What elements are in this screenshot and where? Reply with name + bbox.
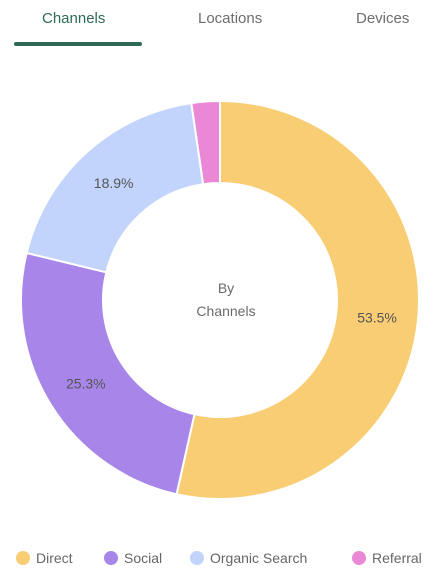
active-tab-indicator [14, 42, 142, 46]
donut-chart: 53.5% 25.3% 18.9% By Channels [0, 60, 436, 520]
slice-label-social: 25.3% [66, 375, 106, 391]
legend-label-direct: Direct [36, 550, 73, 566]
legend-swatch-referral [352, 551, 366, 565]
legend-item-direct[interactable]: Direct [16, 550, 73, 566]
legend-item-organic-search[interactable]: Organic Search [190, 550, 307, 566]
center-label-line-2: Channels [196, 303, 255, 319]
legend-label-organic-search: Organic Search [210, 550, 308, 566]
legend-item-referral[interactable]: Referral [352, 550, 422, 566]
legend-swatch-social [104, 551, 118, 565]
slice-labels: 53.5% 25.3% 18.9% [66, 175, 397, 391]
slice-label-direct: 53.5% [357, 309, 397, 325]
tab-locations[interactable]: Locations [198, 10, 263, 27]
tab-devices[interactable]: Devices [356, 10, 410, 27]
legend-label-social: Social [124, 550, 163, 566]
chart-legend: Direct Social Organic Search Referral [0, 550, 436, 574]
legend-swatch-direct [16, 551, 30, 565]
legend-swatch-organic-search [190, 551, 204, 565]
slice-organic-search[interactable] [25, 101, 205, 274]
tab-channels[interactable]: Channels [42, 10, 106, 27]
slice-social[interactable] [20, 251, 196, 496]
donut-slices [20, 99, 420, 500]
center-label-line-1: By [218, 280, 234, 296]
legend-label-referral: Referral [372, 550, 422, 566]
tab-bar: Channels Locations Devices [0, 0, 436, 50]
slice-direct[interactable] [175, 99, 420, 500]
slice-referral[interactable] [190, 99, 221, 186]
donut-chart-svg: 53.5% 25.3% 18.9% By Channels [20, 99, 420, 500]
slice-label-organic-search: 18.9% [94, 175, 134, 191]
legend-item-social[interactable]: Social [104, 550, 162, 566]
